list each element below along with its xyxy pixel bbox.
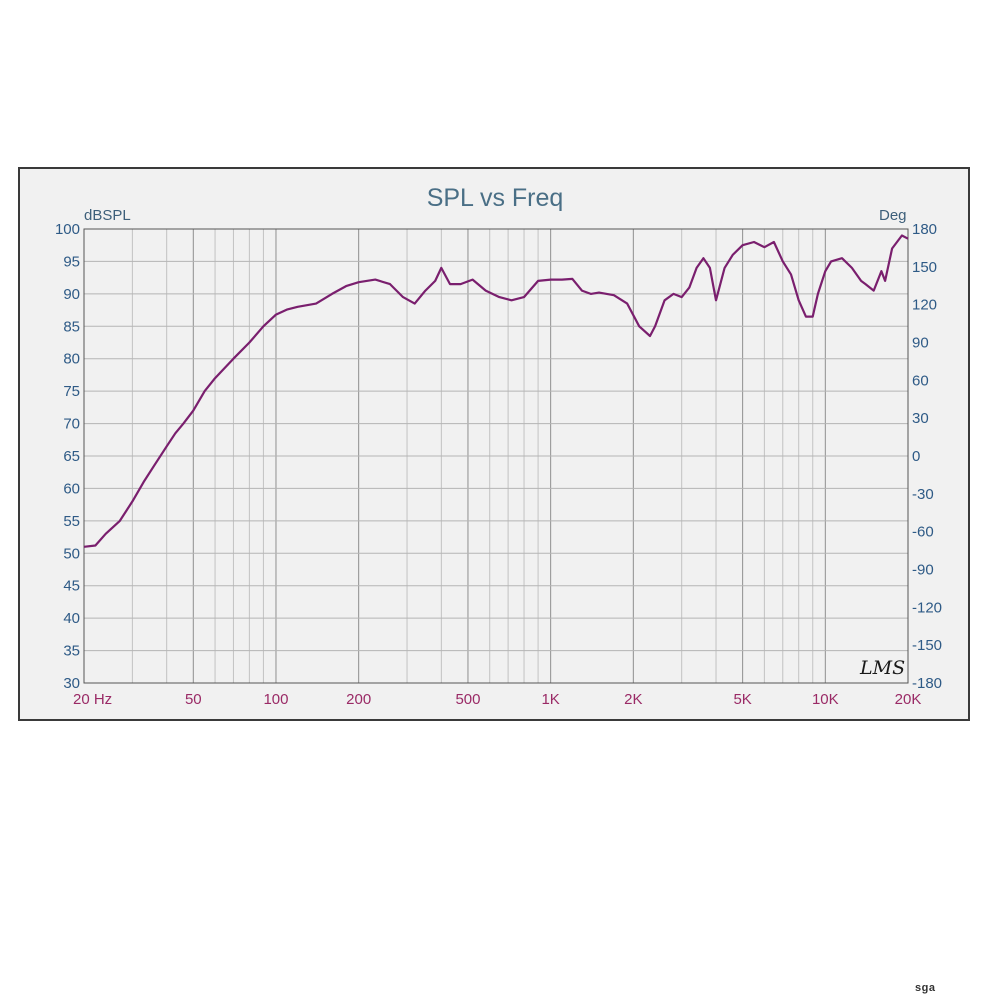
y-tick-label: 50 xyxy=(63,545,80,562)
y-tick-label: 35 xyxy=(63,643,80,660)
y-tick-label: 70 xyxy=(63,416,80,433)
y-tick-label: 95 xyxy=(63,253,80,270)
y2-tick-label: 180 xyxy=(912,221,937,238)
y-tick-label: 60 xyxy=(63,480,80,497)
y-axis-label: dBSPL xyxy=(84,207,131,224)
x-tick-labels: 20 Hz 50 100 200 500 1K 2K 5K 10K 20K xyxy=(73,691,921,708)
x-tick-label: 200 xyxy=(346,691,371,708)
y2-tick-label: 120 xyxy=(912,297,937,314)
y2-tick-label: 30 xyxy=(912,410,929,427)
y2-tick-label: 90 xyxy=(912,335,929,352)
x-tick-label: 5K xyxy=(733,691,751,708)
x-tick-label: 10K xyxy=(812,691,839,708)
series-layer xyxy=(83,234,909,548)
y-tick-label: 80 xyxy=(63,351,80,368)
y2-tick-label: -90 xyxy=(912,562,934,579)
x-tick-label: 20K xyxy=(895,691,922,708)
y2-tick-label: -60 xyxy=(912,524,934,541)
y-tick-label: 65 xyxy=(63,448,80,465)
x-tick-label: 100 xyxy=(263,691,288,708)
y-tick-label: 85 xyxy=(63,318,80,335)
x-tick-label: 500 xyxy=(455,691,480,708)
x-tick-label: 20 Hz xyxy=(73,691,112,708)
y2-tick-label: 60 xyxy=(912,372,929,389)
chart-svg: SPL vs Freq dBSPL Deg 30 35 40 45 50 55 60 65 70… xyxy=(55,184,942,708)
y2-tick-label: -180 xyxy=(912,675,942,692)
grid-major xyxy=(83,228,909,684)
y2-tick-labels: -180 -150 -120 -90 -60 -30 0 30 60 90 120 150 180 xyxy=(912,221,942,692)
x-tick-label: 2K xyxy=(624,691,642,708)
chart-frame: SPL vs Freq dBSPL Deg 30 35 40 45 50 55 60 65 70… xyxy=(18,167,970,721)
y2-tick-label: -30 xyxy=(912,486,934,503)
lms-logo: LMS xyxy=(859,657,905,679)
y-tick-label: 100 xyxy=(55,221,80,238)
y-tick-label: 45 xyxy=(63,578,80,595)
y2-tick-label: -150 xyxy=(912,637,942,654)
x-tick-label: 50 xyxy=(185,691,202,708)
chart-title: SPL vs Freq xyxy=(427,184,564,212)
y-tick-label: 90 xyxy=(63,286,80,303)
y-tick-label: 55 xyxy=(63,513,80,530)
x-tick-label: 1K xyxy=(541,691,559,708)
y-tick-labels: 30 35 40 45 50 55 60 65 70 75 80 85 90 95 100 xyxy=(55,221,80,692)
brand-logo: sga xyxy=(915,982,936,994)
y2-tick-label: 150 xyxy=(912,259,937,276)
y2-tick-label: -120 xyxy=(912,599,942,616)
y2-tick-label: 0 xyxy=(912,448,920,465)
y-tick-label: 75 xyxy=(63,383,80,400)
series-line-spl xyxy=(83,234,909,548)
y-tick-label: 30 xyxy=(63,675,80,692)
y2-axis-label: Deg xyxy=(879,207,907,224)
y-tick-label: 40 xyxy=(63,610,80,627)
plot-border xyxy=(83,228,909,684)
